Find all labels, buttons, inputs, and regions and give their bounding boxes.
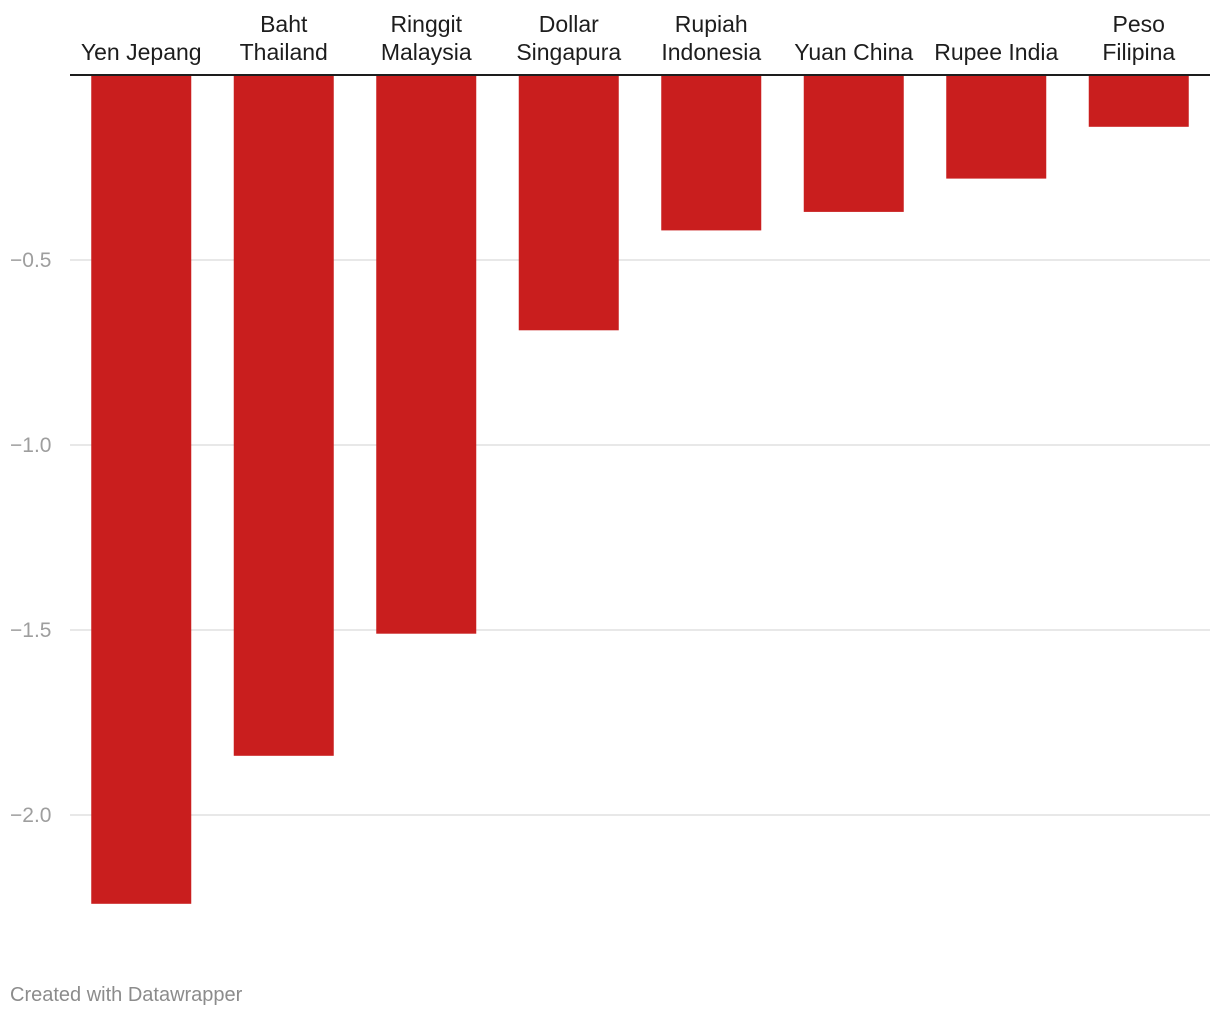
category-label: Yen Jepang (81, 39, 202, 65)
bar (803, 75, 904, 212)
category-label: Dollar Singapura (516, 11, 621, 65)
bar (91, 75, 192, 904)
y-tick-label: −2.0 (10, 804, 51, 827)
datawrapper-credit: Created with Datawrapper (10, 984, 243, 1006)
category-label-line: Yen Jepang (81, 39, 202, 65)
category-label-line: Peso (1113, 11, 1165, 37)
y-tick-label: −0.5 (10, 249, 51, 272)
category-label-line: Thailand (240, 39, 328, 65)
bars (91, 75, 1189, 904)
category-label-line: Yuan China (794, 39, 913, 65)
category-labels: Yen Jepang Baht Thailand Ringgit Malaysia Dol… (81, 11, 1175, 65)
category-label-line: Malaysia (381, 39, 472, 65)
bar (661, 75, 762, 231)
category-label: Peso Filipina (1102, 11, 1175, 65)
category-label: Yuan China (794, 39, 913, 65)
category-label-line: Rupiah (675, 11, 748, 37)
category-label-line: Ringgit (390, 11, 462, 37)
y-axis-tick-labels: −0.5 −1.0 −1.5 −2.0 (10, 249, 51, 827)
category-label-line: Rupee India (934, 39, 1058, 65)
category-label-line: Filipina (1102, 39, 1175, 65)
category-label: Ringgit Malaysia (381, 11, 472, 65)
bar (1088, 75, 1189, 127)
category-label-line: Indonesia (661, 39, 761, 65)
y-tick-label: −1.0 (10, 434, 51, 457)
category-label: Baht Thailand (240, 11, 328, 65)
category-label-line: Baht (260, 11, 308, 37)
bar (946, 75, 1047, 179)
bar-chart: −0.5 −1.0 −1.5 −2.0 Yen Jepang Baht Thailand R… (10, 11, 1210, 904)
bar (233, 75, 334, 756)
bar (518, 75, 619, 331)
category-label: Rupee India (934, 39, 1058, 65)
y-tick-label: −1.5 (10, 619, 51, 642)
bar (376, 75, 477, 634)
category-label-line: Dollar (539, 11, 599, 37)
category-label: Rupiah Indonesia (661, 11, 761, 65)
category-label-line: Singapura (516, 39, 621, 65)
